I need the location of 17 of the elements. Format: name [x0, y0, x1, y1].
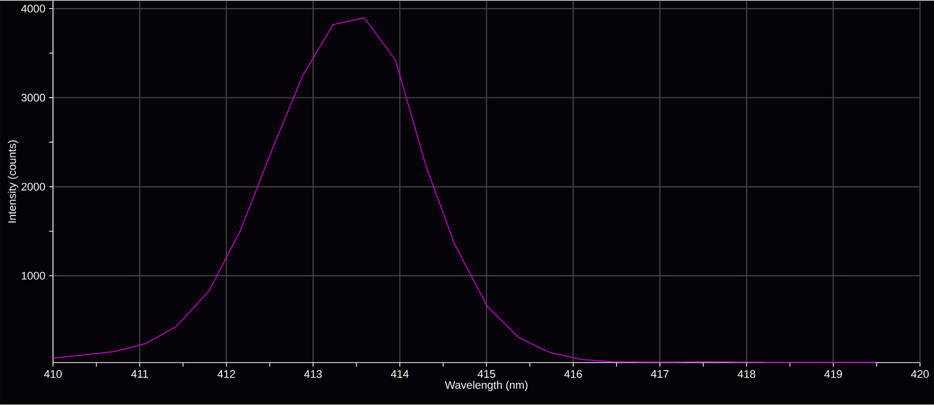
x-tick-label: 410	[44, 370, 62, 378]
y-tick-label: 2000	[22, 183, 46, 191]
x-tick-label: 414	[390, 370, 409, 378]
y-tick-label: 1000	[22, 272, 46, 280]
y-tick-label: 4000	[21, 4, 46, 13]
x-tick-label: 420	[911, 370, 929, 378]
x-axis-title: Wavelength (nm)	[444, 380, 528, 392]
y-axis-title: Intensity (counts)	[8, 140, 18, 223]
x-tick-label: 413	[304, 370, 322, 378]
y-tick-label: 3000	[21, 94, 46, 102]
x-tick-label: 411	[131, 370, 148, 378]
x-tick-label: 418	[738, 370, 756, 378]
x-tick-label: 419	[824, 370, 842, 378]
x-tick-label: 417	[650, 370, 669, 378]
x-tick-label: 415	[478, 370, 496, 378]
x-tick-label: 412	[217, 370, 236, 378]
x-tick-label: 416	[564, 370, 582, 378]
